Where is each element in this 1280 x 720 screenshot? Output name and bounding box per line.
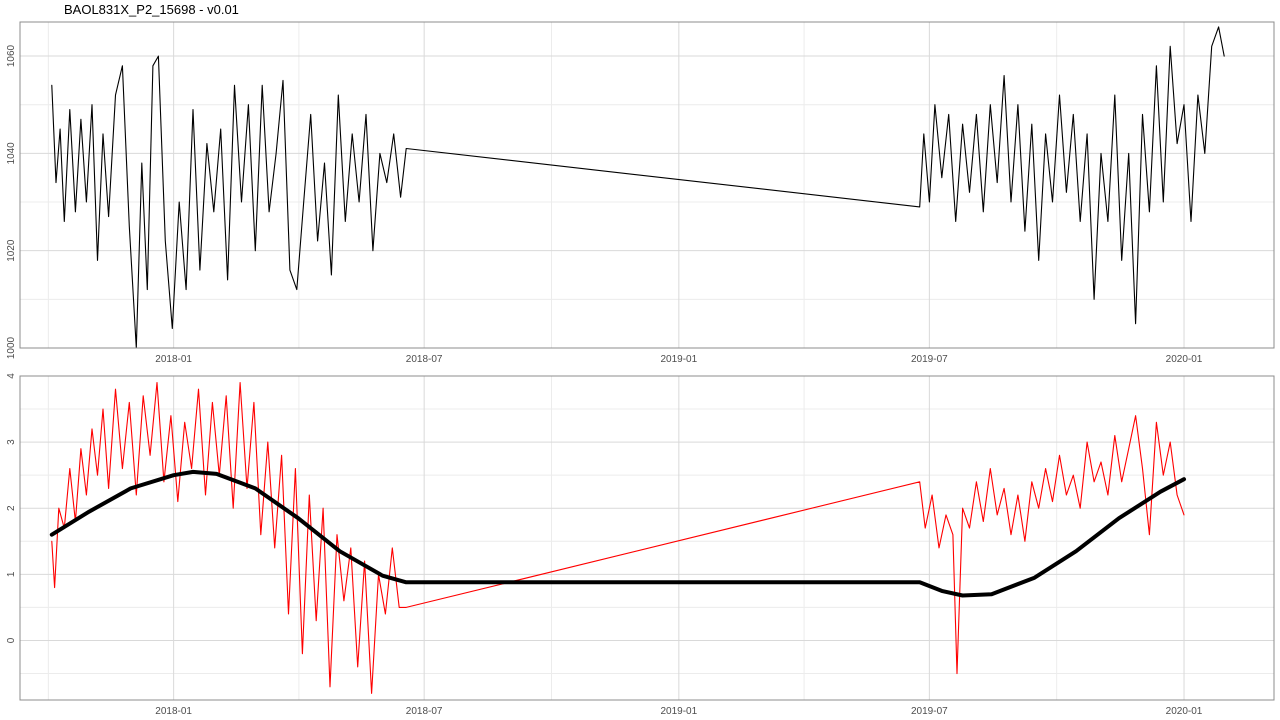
top-x-tick-label: 2020-01 [1166, 354, 1203, 365]
bottom-y-tick-label: 1 [6, 571, 17, 577]
bottom-y-tick-label: 0 [6, 637, 17, 643]
top-series-line-values [51, 26, 1225, 348]
top-y-tick-label: 1000 [6, 336, 17, 359]
bottom-x-tick-label: 2020-01 [1166, 706, 1203, 717]
bottom-y-tick-label: 4 [6, 373, 17, 379]
bottom-y-tick-label: 2 [6, 505, 17, 511]
bottom-x-tick-label: 2019-07 [911, 706, 948, 717]
top-x-tick-label: 2019-07 [911, 354, 948, 365]
top-panel-border [19, 21, 1275, 349]
bottom-panel-border [19, 375, 1275, 701]
top-y-tick-label: 1040 [6, 142, 17, 165]
bottom-y-tick-label: 3 [6, 439, 17, 445]
top-x-tick-label: 2018-07 [406, 354, 443, 365]
bottom-x-tick-label: 2018-01 [155, 706, 192, 717]
bottom-series-line-values [51, 382, 1185, 694]
top-chart-panel: 2018-01 2018-07 2019-01 2019-07 2020-01 1000 1… [6, 21, 1275, 365]
page-title: BAOL831X_P2_15698 - v0.01 [64, 2, 239, 17]
top-y-tick-label: 1060 [6, 45, 17, 68]
top-x-tick-label: 2018-01 [155, 354, 192, 365]
bottom-series-line-trend [49, 469, 1186, 598]
bottom-chart-panel: 2018-01 2018-07 2019-01 2019-07 2020-01 0 1 2 3 4 [6, 373, 1275, 717]
bottom-plot-background [20, 376, 1274, 700]
top-y-tick-label: 1020 [6, 239, 17, 262]
bottom-x-tick-label: 2018-07 [406, 706, 443, 717]
bottom-x-tick-label: 2019-01 [660, 706, 697, 717]
top-plot-background [20, 22, 1274, 348]
top-x-tick-label: 2019-01 [660, 354, 697, 365]
